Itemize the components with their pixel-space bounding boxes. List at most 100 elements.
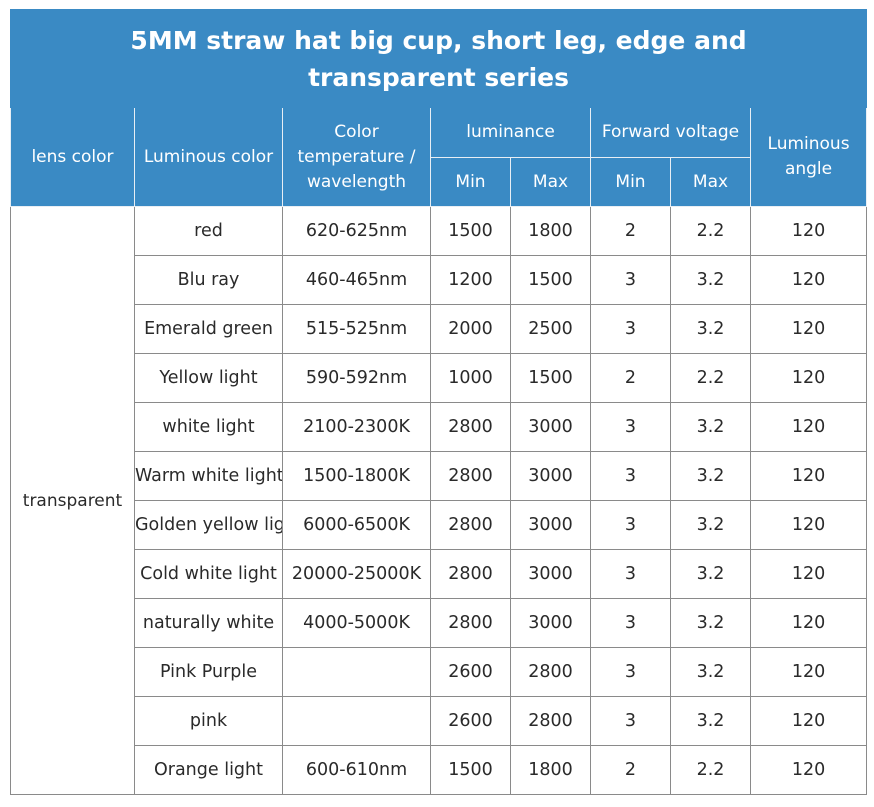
- cell-voltage-min: 3: [590, 696, 671, 746]
- cell-luminous-angle: 120: [749, 304, 868, 354]
- cell-luminous-color: Warm white light: [134, 451, 283, 501]
- cell-voltage-max: 2.2: [670, 353, 751, 403]
- cell-voltage-min: 2: [590, 745, 671, 795]
- cell-voltage-max: 2.2: [670, 206, 751, 256]
- table-row: Pink Purple 2600 2800 3 3.2 120: [11, 647, 868, 697]
- header-voltage-min: Min: [590, 157, 671, 207]
- cell-voltage-min: 3: [590, 549, 671, 599]
- header-lens-color: lens color: [10, 107, 135, 207]
- cell-voltage-max: 3.2: [670, 549, 751, 599]
- spec-table-container: 5MM straw hat big cup, short leg, edge a…: [9, 9, 868, 795]
- cell-voltage-min: 3: [590, 402, 671, 452]
- cell-luminous-angle: 120: [749, 500, 868, 550]
- cell-luminance-min: 1200: [430, 255, 511, 305]
- cell-luminous-color: pink: [134, 696, 283, 746]
- cell-luminance-min: 2600: [430, 647, 511, 697]
- cell-luminance-min: 2800: [430, 451, 511, 501]
- cell-voltage-min: 3: [590, 451, 671, 501]
- table-row: pink 2600 2800 3 3.2 120: [11, 696, 868, 746]
- cell-lens-color: transparent: [10, 206, 135, 795]
- cell-color-temperature: [282, 696, 431, 746]
- cell-luminance-max: 2800: [510, 647, 591, 697]
- cell-luminous-angle: 120: [749, 647, 868, 697]
- header-luminance: luminance: [430, 107, 591, 158]
- cell-luminance-max: 3000: [510, 500, 591, 550]
- header-forward-voltage: Forward voltage: [590, 107, 751, 158]
- cell-luminous-color: Pink Purple: [134, 647, 283, 697]
- cell-luminance-min: 2800: [430, 598, 511, 648]
- cell-voltage-max: 3.2: [670, 598, 751, 648]
- cell-luminance-min: 2800: [430, 402, 511, 452]
- header-luminance-max: Max: [510, 157, 591, 207]
- cell-voltage-max: 3.2: [670, 647, 751, 697]
- cell-luminous-angle: 120: [749, 255, 868, 305]
- cell-luminous-angle: 120: [749, 206, 868, 256]
- cell-luminance-min: 2800: [430, 549, 511, 599]
- cell-luminance-max: 2500: [510, 304, 591, 354]
- table-row: Yellow light 590-592nm 1000 1500 2 2.2 120: [11, 353, 868, 403]
- spec-table-body: transparent red 620-625nm 1500 1800 2 2.2 120 Bl…: [10, 206, 868, 795]
- cell-luminance-max: 1500: [510, 255, 591, 305]
- cell-luminous-color: Golden yellow light: [134, 500, 283, 550]
- table-title: 5MM straw hat big cup, short leg, edge a…: [9, 9, 868, 108]
- header-luminous-color: Luminous color: [134, 107, 283, 207]
- cell-voltage-min: 2: [590, 353, 671, 403]
- cell-luminous-angle: 120: [749, 598, 868, 648]
- table-row: naturally white 4000-5000K 2800 3000 3 3.2 120: [11, 598, 868, 648]
- cell-luminous-color: Blu ray: [134, 255, 283, 305]
- cell-voltage-min: 3: [590, 255, 671, 305]
- cell-luminance-max: 3000: [510, 451, 591, 501]
- cell-voltage-max: 2.2: [670, 745, 751, 795]
- cell-luminance-max: 3000: [510, 402, 591, 452]
- cell-color-temperature: 590-592nm: [282, 353, 431, 403]
- cell-color-temperature: 1500-1800K: [282, 451, 431, 501]
- cell-color-temperature: 620-625nm: [282, 206, 431, 256]
- cell-luminous-angle: 120: [749, 549, 868, 599]
- table-row: Blu ray 460-465nm 1200 1500 3 3.2 120: [11, 255, 868, 305]
- cell-luminance-min: 2000: [430, 304, 511, 354]
- cell-voltage-min: 2: [590, 206, 671, 256]
- cell-voltage-min: 3: [590, 500, 671, 550]
- cell-luminance-min: 2600: [430, 696, 511, 746]
- cell-luminance-max: 3000: [510, 549, 591, 599]
- table-row: Emerald green 515-525nm 2000 2500 3 3.2 120: [11, 304, 868, 354]
- cell-color-temperature: 20000-25000K: [282, 549, 431, 599]
- cell-color-temperature: [282, 647, 431, 697]
- table-row: Cold white light 20000-25000K 2800 3000 3 3.2…: [11, 549, 868, 599]
- cell-voltage-min: 3: [590, 647, 671, 697]
- cell-luminous-color: Yellow light: [134, 353, 283, 403]
- cell-luminance-max: 3000: [510, 598, 591, 648]
- table-row: Orange light 600-610nm 1500 1800 2 2.2 120: [11, 745, 868, 795]
- cell-luminous-angle: 120: [749, 696, 868, 746]
- cell-luminance-max: 1800: [510, 206, 591, 256]
- cell-voltage-min: 3: [590, 304, 671, 354]
- cell-color-temperature: 4000-5000K: [282, 598, 431, 648]
- header-luminous-angle: Luminous angle: [749, 107, 868, 207]
- cell-voltage-min: 3: [590, 598, 671, 648]
- cell-color-temperature: 460-465nm: [282, 255, 431, 305]
- cell-voltage-max: 3.2: [670, 500, 751, 550]
- cell-luminance-max: 2800: [510, 696, 591, 746]
- cell-luminance-min: 2800: [430, 500, 511, 550]
- table-row: Golden yellow light6000-6500K2800300033.…: [11, 500, 868, 550]
- header-voltage-max: Max: [670, 157, 751, 207]
- cell-color-temperature: 600-610nm: [282, 745, 431, 795]
- table-row: white light 2100-2300K 2800 3000 3 3.2 120: [11, 402, 868, 452]
- cell-luminance-max: 1500: [510, 353, 591, 403]
- cell-luminous-angle: 120: [749, 745, 868, 795]
- led-spec-table: 5MM straw hat big cup, short leg, edge a…: [9, 9, 868, 795]
- cell-voltage-max: 3.2: [670, 255, 751, 305]
- header-color-temperature: Color temperature / wavelength: [282, 107, 431, 207]
- cell-luminous-color: red: [134, 206, 283, 256]
- table-row: transparent red 620-625nm 1500 1800 2 2.2 120: [10, 206, 868, 795]
- cell-voltage-max: 3.2: [670, 696, 751, 746]
- cell-luminance-min: 1000: [430, 353, 511, 403]
- cell-luminance-max: 1800: [510, 745, 591, 795]
- cell-voltage-max: 3.2: [670, 304, 751, 354]
- cell-voltage-max: 3.2: [670, 451, 751, 501]
- cell-luminous-angle: 120: [749, 353, 868, 403]
- cell-luminous-color: Orange light: [134, 745, 283, 795]
- table-row: Warm white light 1500-1800K 2800 3000 3 3.2 12…: [11, 451, 868, 501]
- cell-luminous-angle: 120: [749, 451, 868, 501]
- header-luminance-min: Min: [430, 157, 511, 207]
